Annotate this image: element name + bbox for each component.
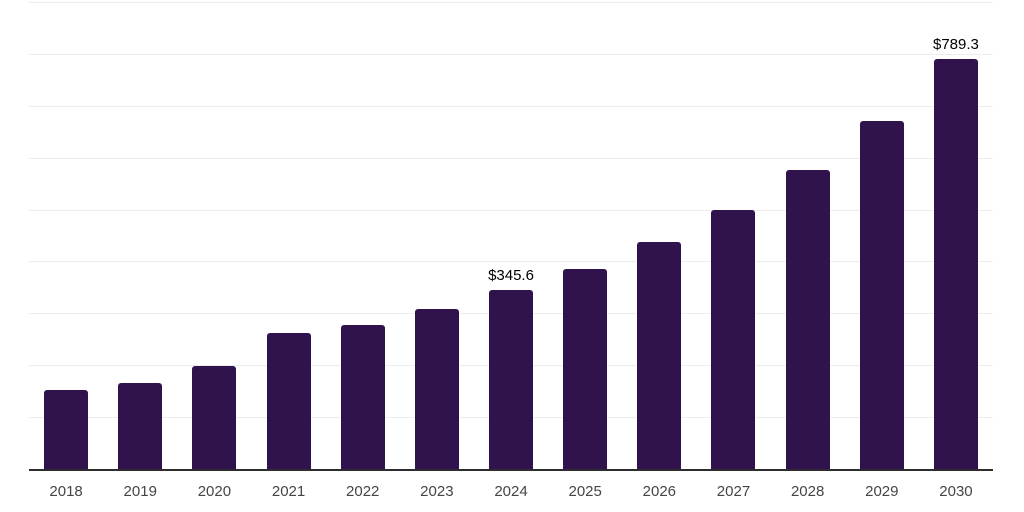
x-tick-2021: 2021: [271, 483, 306, 500]
bar-column-2025: [548, 2, 622, 469]
x-tick-2018: 2018: [49, 483, 83, 500]
bar-2022: [340, 324, 385, 469]
x-tick-2020: 2020: [197, 483, 232, 500]
x-tick-2030: 2030: [939, 483, 973, 500]
bar-column-2022: [326, 2, 400, 469]
bar-2028: [785, 170, 830, 469]
bar-2026: [637, 241, 682, 469]
data-label-2024: $345.6: [488, 266, 534, 284]
bar-column-2029: [845, 2, 919, 469]
x-tick-2025: 2025: [568, 483, 602, 500]
gridline-800: [29, 53, 993, 55]
bar-column-2020: [177, 2, 251, 469]
bar-column-2028: [771, 2, 845, 469]
bar-column-2021: [251, 2, 325, 469]
bar-column-2023: [400, 2, 474, 469]
gridline-700: [29, 105, 993, 107]
x-tick-2024: 2024: [494, 483, 528, 500]
x-tick-2028: 2028: [790, 483, 825, 500]
x-tick-2019: 2019: [123, 483, 157, 500]
data-label-2030: $789.3: [933, 36, 979, 54]
x-tick-2027: 2027: [716, 483, 751, 500]
bar-column-2018: [29, 2, 103, 469]
x-tick-2023: 2023: [420, 483, 454, 500]
x-tick-2026: 2026: [642, 483, 677, 500]
bar-column-2030: $789.3: [919, 2, 993, 469]
bar-2019: [118, 382, 163, 469]
gridline-900: [29, 2, 993, 3]
x-axis-line: [29, 469, 993, 471]
bar-2029: [859, 121, 904, 469]
bar-2020: [192, 366, 237, 469]
bars-row: $345.6 $789.3: [29, 2, 993, 469]
plot-area: $345.6 $789.3: [29, 2, 993, 471]
bar-2024: [489, 289, 534, 469]
bar-2018: [44, 390, 89, 469]
gridline-400: [29, 261, 993, 263]
gridline-500: [29, 209, 993, 211]
bar-column-2026: [622, 2, 696, 469]
bar-2030: [933, 59, 978, 469]
x-axis-tick-labels: 2018 2019 2020 2021 2022 2023 2024 2025 2026 2027…: [29, 483, 993, 501]
x-tick-2022: 2022: [346, 483, 380, 500]
bar-2021: [266, 333, 311, 469]
gridline-600: [29, 157, 993, 159]
x-tick-2029: 2029: [865, 483, 899, 500]
bar-2027: [711, 209, 756, 469]
bar-2025: [563, 268, 608, 469]
bar-2023: [414, 309, 459, 469]
bar-column-2019: [103, 2, 177, 469]
bar-column-2024: $345.6: [474, 2, 548, 469]
bar-column-2027: [696, 2, 770, 469]
